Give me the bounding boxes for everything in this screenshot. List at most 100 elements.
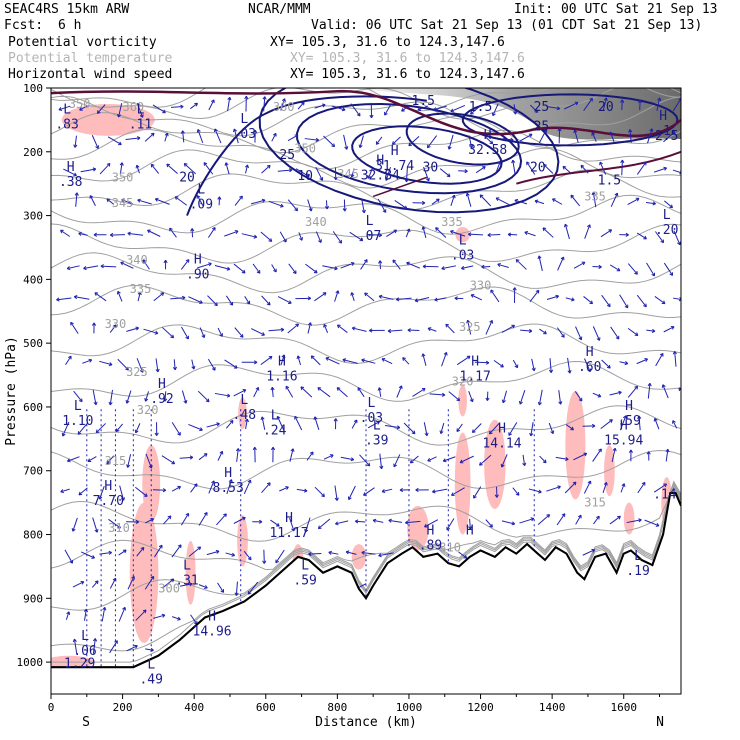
extremum-label: L.03: [451, 233, 474, 263]
theta-contour-label: 340: [305, 215, 327, 229]
extremum-label: L.06: [73, 629, 96, 659]
wind-vector: [244, 296, 251, 305]
wind-vector: [528, 488, 542, 494]
wind-vector: [367, 233, 383, 238]
wind-vector: [307, 199, 313, 212]
wind-vector: [296, 488, 308, 493]
wind-vector: [409, 455, 419, 464]
theta-contour-label: 335: [130, 282, 152, 296]
wind-vector: [490, 289, 500, 303]
wind-vector: [60, 229, 71, 237]
wind-vector: [287, 323, 300, 334]
wind-vector: [314, 486, 325, 498]
wind-vector: [656, 97, 662, 111]
wind-vector: [647, 128, 654, 144]
extremum-value: .89: [419, 539, 442, 554]
wind-vector: [439, 168, 451, 178]
wind-speed-contour-label: 1.5: [598, 173, 621, 188]
south-end-label: S: [82, 715, 90, 730]
wind-vector: [378, 552, 394, 558]
wind-vector: [412, 200, 426, 206]
wind-vector: [421, 226, 427, 239]
wind-vector: [207, 295, 218, 307]
wind-vector: [591, 191, 597, 208]
wind-vector: [262, 96, 267, 112]
wind-vector: [145, 518, 155, 524]
wind-vector: [375, 136, 383, 145]
wind-vector: [600, 229, 613, 238]
extremum-type: H: [224, 466, 232, 481]
wind-vector: [393, 454, 401, 468]
x-tick-label: 1200: [467, 701, 494, 714]
wind-vector: [396, 385, 403, 398]
wind-vector: [512, 359, 519, 369]
wind-vector: [519, 133, 533, 142]
wind-vector: [475, 166, 486, 174]
y-tick-label: 200: [23, 146, 43, 159]
wind-vector: [522, 454, 527, 467]
wind-vector: [161, 327, 175, 339]
wind-vector: [180, 512, 190, 526]
extremum-label: H: [466, 524, 474, 539]
pv-shaded-region: [142, 445, 161, 522]
pv-contour: [372, 176, 428, 198]
forecast-label: Fcst:: [4, 18, 44, 33]
wind-vector: [363, 487, 375, 496]
wind-vector: [601, 359, 611, 369]
wind-vector: [169, 227, 177, 238]
wind-vector: [497, 262, 509, 269]
wind-vector: [565, 297, 575, 302]
wind-vector: [399, 487, 411, 493]
wind-vector: [359, 454, 371, 467]
wind-speed-contour-label: 30: [423, 161, 439, 176]
wind-vector: [276, 415, 285, 431]
wind-speed-contour-label: 1.5: [469, 100, 492, 115]
wind-vector: [199, 327, 206, 338]
wind-vector: [224, 230, 239, 237]
extremum-label: L.11: [129, 103, 152, 133]
wind-vector: [279, 231, 287, 243]
wind-vector: [65, 611, 71, 620]
wind-vector: [573, 129, 579, 143]
wind-vector: [357, 387, 365, 398]
wind-vector: [450, 104, 466, 113]
wind-vector: [252, 446, 257, 463]
wind-vector: [213, 128, 222, 144]
extremum-label: L.20: [655, 208, 678, 238]
forecast-value: 6 h: [58, 18, 82, 33]
plot-area: 360 350 350 360 350 345 345 340 335 340 330 335 330 3…: [51, 88, 689, 694]
x-tick-label: 1000: [396, 701, 423, 714]
wind-vector: [147, 229, 161, 237]
wind-vector: [270, 446, 276, 463]
wind-vector: [280, 98, 286, 111]
wind-vector: [170, 295, 186, 300]
wind-vector: [573, 261, 586, 269]
wind-vector: [109, 232, 126, 238]
wind-vector: [519, 517, 535, 524]
wind-vector: [73, 390, 83, 403]
extremum-value: .48: [233, 408, 256, 423]
wind-vector: [619, 361, 629, 366]
wind-vector: [468, 390, 474, 403]
y-tick-label: 700: [23, 465, 43, 478]
wind-vector: [225, 419, 234, 429]
wind-vector: [435, 227, 447, 238]
wind-vector: [119, 485, 126, 501]
wind-vector: [429, 392, 446, 397]
extremum-value: .14: [653, 487, 677, 502]
wind-vector: [529, 289, 540, 303]
wind-vector: [56, 297, 72, 302]
wind-vector: [508, 422, 518, 436]
wind-vector: [233, 516, 246, 524]
extremum-label: L1.10: [62, 399, 93, 429]
wind-vector: [188, 424, 203, 432]
extremum-type: L: [147, 657, 155, 672]
wind-vector: [336, 387, 348, 398]
theta-contour-label: 335: [584, 189, 606, 203]
wind-vector: [680, 138, 681, 140]
wind-vector: [58, 105, 71, 112]
wind-vector: [127, 231, 144, 236]
wind-vector: [408, 135, 420, 147]
wind-vector: [683, 199, 689, 211]
wind-vector: [262, 549, 267, 564]
